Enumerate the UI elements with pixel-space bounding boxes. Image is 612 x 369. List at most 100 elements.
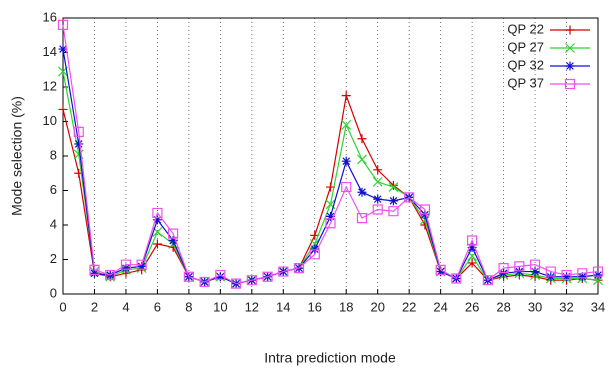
- point-marker: [562, 272, 572, 282]
- point-marker: [467, 258, 477, 268]
- legend-marker: [565, 25, 575, 35]
- point-marker: [230, 278, 242, 289]
- point-marker: [278, 266, 289, 277]
- point-marker: [57, 19, 69, 30]
- point-marker: [326, 211, 335, 221]
- point-marker: [404, 192, 415, 203]
- point-marker: [310, 244, 320, 254]
- point-marker: [499, 268, 509, 278]
- plot-frame: [62, 17, 599, 295]
- point-marker: [593, 270, 603, 280]
- point-marker: [514, 267, 524, 277]
- x-tick-label: 22: [402, 299, 416, 314]
- x-tick-label: 12: [245, 299, 259, 314]
- y-tick-label: 10: [43, 113, 57, 128]
- y-axis-title: Mode selection (%): [9, 96, 25, 216]
- point-marker: [482, 275, 493, 286]
- point-marker: [373, 165, 383, 175]
- point-marker: [373, 194, 383, 204]
- point-marker: [372, 204, 383, 215]
- legend-label: QP 32: [507, 57, 544, 72]
- legend-marker: [565, 61, 575, 71]
- series-line: [62, 71, 599, 285]
- x-tick-label: 34: [591, 299, 605, 314]
- x-tick-label: 30: [528, 299, 542, 314]
- point-marker: [419, 204, 431, 215]
- point-marker: [545, 266, 556, 277]
- point-marker: [577, 268, 588, 279]
- point-marker: [529, 259, 541, 270]
- point-marker: [137, 261, 147, 271]
- x-tick-label: 2: [91, 299, 98, 314]
- point-marker: [121, 263, 131, 273]
- point-marker: [293, 263, 305, 274]
- point-marker: [199, 276, 210, 288]
- x-axis-title: Intra prediction mode: [264, 350, 396, 366]
- x-tick-label: 20: [370, 299, 384, 314]
- point-marker: [120, 259, 132, 270]
- point-marker: [592, 266, 604, 277]
- point-marker: [436, 267, 446, 277]
- point-marker: [89, 268, 99, 278]
- point-marker: [136, 259, 147, 270]
- point-marker: [561, 269, 572, 281]
- point-marker: [577, 272, 587, 282]
- x-tick-label: 8: [185, 299, 192, 314]
- point-marker: [341, 156, 351, 166]
- point-marker: [356, 213, 368, 224]
- point-marker: [530, 267, 540, 277]
- y-tick-label: 4: [50, 216, 57, 231]
- legend-label: QP 27: [507, 39, 544, 54]
- point-marker: [168, 228, 179, 239]
- x-tick-label: 14: [276, 299, 290, 314]
- point-marker: [246, 275, 257, 286]
- point-marker: [74, 139, 84, 149]
- y-tick-label: 14: [43, 44, 57, 59]
- x-tick-label: 16: [308, 299, 322, 314]
- point-marker: [435, 264, 446, 275]
- point-marker: [341, 181, 352, 193]
- point-marker: [58, 44, 68, 54]
- y-tick-label: 2: [50, 251, 57, 266]
- point-marker: [498, 263, 509, 274]
- point-marker: [357, 187, 367, 197]
- point-marker: [372, 176, 383, 187]
- point-marker: [388, 196, 398, 206]
- legend-label: QP 37: [507, 75, 544, 90]
- x-tick-label: 24: [433, 299, 447, 314]
- point-marker: [357, 134, 367, 144]
- point-marker: [309, 249, 320, 260]
- point-marker: [152, 215, 162, 225]
- x-tick-label: 28: [496, 299, 510, 314]
- y-tick-label: 16: [43, 9, 57, 24]
- point-marker: [388, 180, 398, 190]
- legend-marker: [565, 43, 575, 53]
- point-marker: [325, 218, 336, 229]
- x-tick-label: 6: [154, 299, 161, 314]
- point-marker: [152, 239, 162, 249]
- x-tick-label: 18: [339, 299, 353, 314]
- y-tick-label: 0: [50, 285, 57, 300]
- point-marker: [514, 261, 525, 272]
- point-marker: [420, 210, 430, 220]
- point-marker: [388, 206, 399, 217]
- y-tick-label: 12: [43, 78, 57, 93]
- point-marker: [546, 272, 556, 282]
- point-marker: [215, 269, 226, 281]
- point-marker: [105, 269, 116, 281]
- point-marker: [152, 207, 163, 219]
- point-marker: [183, 271, 194, 282]
- x-tick-label: 26: [465, 299, 479, 314]
- legend-marker: [564, 78, 576, 90]
- point-marker: [73, 126, 84, 137]
- point-marker: [467, 242, 477, 252]
- point-marker: [388, 182, 399, 192]
- x-tick-label: 0: [59, 299, 66, 314]
- legend-label: QP 22: [507, 21, 544, 36]
- x-tick-label: 32: [559, 299, 573, 314]
- point-marker: [451, 273, 462, 284]
- y-tick-label: 6: [50, 182, 57, 197]
- point-marker: [215, 272, 225, 282]
- series-line: [62, 24, 599, 285]
